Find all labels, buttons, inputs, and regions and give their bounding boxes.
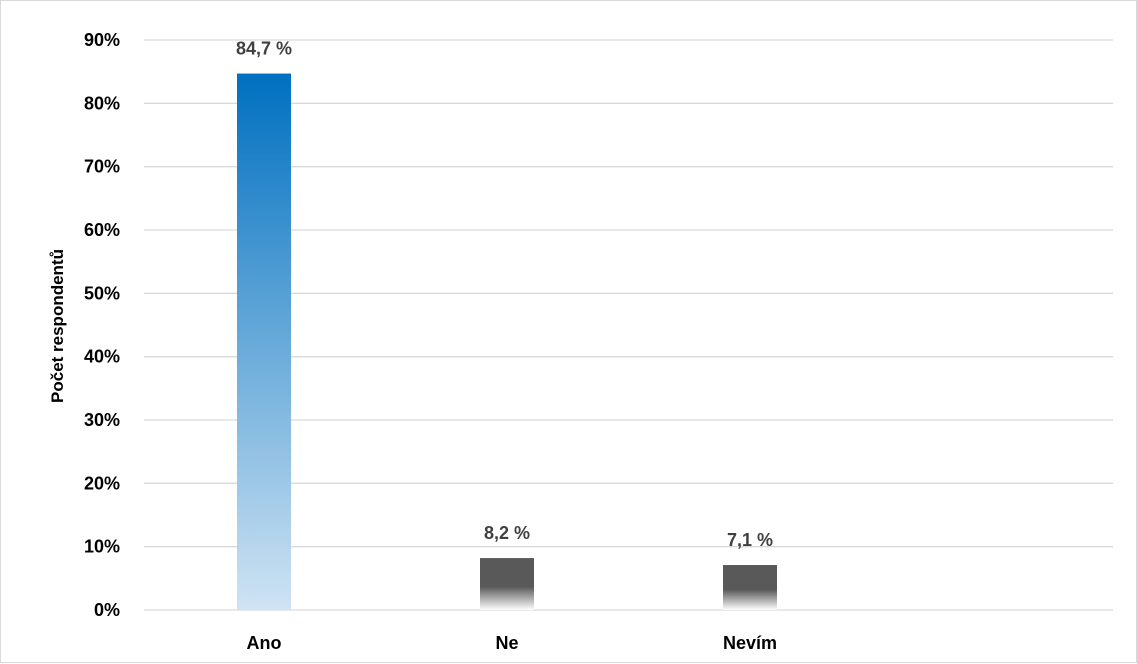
bar-ne xyxy=(480,558,534,610)
gridlines xyxy=(144,39,1113,611)
y-tick-label: 10% xyxy=(84,537,120,557)
x-tick-label-nevím: Nevím xyxy=(723,633,777,653)
data-label-ano: 84,7 % xyxy=(236,39,292,59)
y-tick-label: 60% xyxy=(84,220,120,240)
data-label-ne: 8,2 % xyxy=(484,523,530,543)
y-axis-title: Počet respondentů xyxy=(48,249,67,403)
bars xyxy=(237,73,777,611)
x-tick-label-ano: Ano xyxy=(247,633,282,653)
y-tick-label: 20% xyxy=(84,473,120,493)
y-tick-label: 50% xyxy=(84,283,120,303)
bar-nevím xyxy=(723,565,777,610)
data-label-nevím: 7,1 % xyxy=(727,530,773,550)
y-tick-label: 90% xyxy=(84,30,120,50)
y-tick-label: 30% xyxy=(84,410,120,430)
x-tick-label-ne: Ne xyxy=(495,633,518,653)
y-tick-label: 80% xyxy=(84,93,120,113)
y-tick-label: 0% xyxy=(94,600,120,620)
labels: 0% 10% 20% 30% 40% 50% 60% 70% 80% 90% 84,7 % Ano 8,… xyxy=(84,30,777,653)
bar-ano xyxy=(237,73,291,611)
y-tick-label: 70% xyxy=(84,157,120,177)
y-tick-label: 40% xyxy=(84,347,120,367)
